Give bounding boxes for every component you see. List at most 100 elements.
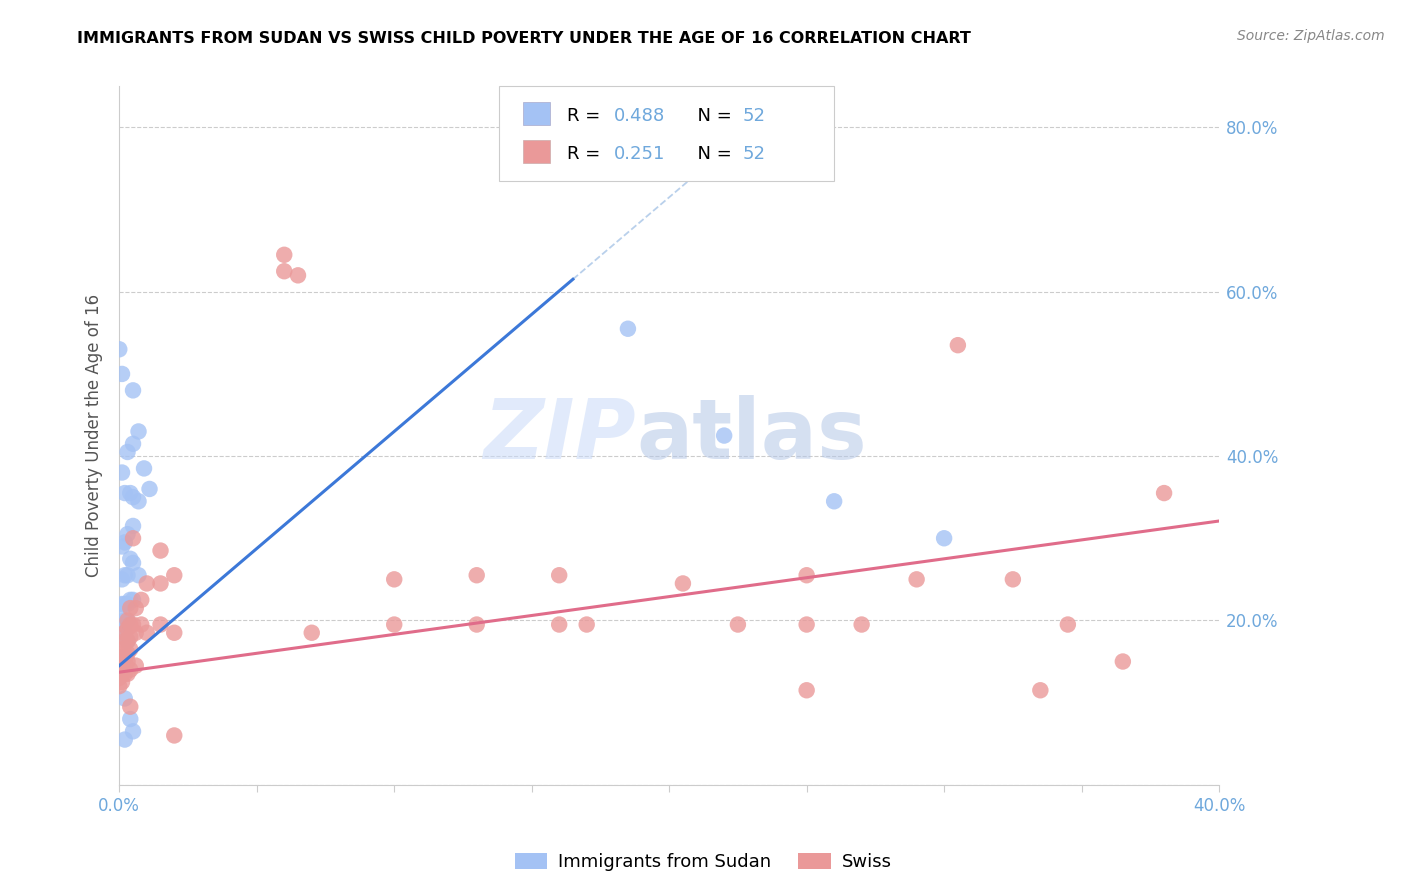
Point xyxy=(117,614,139,628)
Point xyxy=(1001,572,1024,586)
Point xyxy=(122,490,145,504)
Point xyxy=(114,732,136,747)
Text: 0.251: 0.251 xyxy=(614,145,665,162)
Point xyxy=(120,486,142,500)
Point xyxy=(111,663,134,677)
Point xyxy=(149,543,172,558)
Point xyxy=(382,617,405,632)
Point xyxy=(796,568,818,582)
Point xyxy=(727,617,749,632)
Point xyxy=(129,617,152,632)
Point xyxy=(114,568,136,582)
Text: 0.488: 0.488 xyxy=(614,107,665,125)
Point xyxy=(132,461,155,475)
Point xyxy=(1112,655,1135,669)
Point xyxy=(851,617,873,632)
Point xyxy=(932,531,955,545)
Point xyxy=(548,617,571,632)
Point xyxy=(120,630,142,644)
Point xyxy=(117,634,139,648)
Point xyxy=(1029,683,1052,698)
Point xyxy=(138,482,160,496)
Point xyxy=(114,486,136,500)
Point xyxy=(125,625,148,640)
Text: IMMIGRANTS FROM SUDAN VS SWISS CHILD POVERTY UNDER THE AGE OF 16 CORRELATION CHA: IMMIGRANTS FROM SUDAN VS SWISS CHILD POV… xyxy=(77,31,972,46)
Point xyxy=(114,691,136,706)
Point xyxy=(1056,617,1078,632)
Y-axis label: Child Poverty Under the Age of 16: Child Poverty Under the Age of 16 xyxy=(86,294,103,577)
Text: 52: 52 xyxy=(742,145,766,162)
Point xyxy=(149,617,172,632)
Point xyxy=(111,655,134,669)
Point xyxy=(117,666,139,681)
Point xyxy=(122,617,145,632)
Point xyxy=(111,658,134,673)
Point xyxy=(111,597,134,611)
Point xyxy=(465,568,488,582)
Point xyxy=(301,625,323,640)
Point xyxy=(122,593,145,607)
Point xyxy=(796,617,818,632)
Point xyxy=(273,264,295,278)
Point xyxy=(135,576,157,591)
Point xyxy=(122,384,145,398)
Point xyxy=(125,658,148,673)
Point xyxy=(114,535,136,549)
Text: 52: 52 xyxy=(742,107,766,125)
FancyBboxPatch shape xyxy=(499,87,834,181)
FancyBboxPatch shape xyxy=(523,140,550,162)
Point xyxy=(111,617,134,632)
Point xyxy=(465,617,488,632)
Point xyxy=(120,663,142,677)
Point xyxy=(108,671,131,685)
Point xyxy=(128,568,150,582)
Point xyxy=(163,625,186,640)
Point xyxy=(122,556,145,570)
Text: ZIP: ZIP xyxy=(484,395,636,476)
Point xyxy=(108,658,131,673)
Point xyxy=(114,614,136,628)
Point xyxy=(108,343,131,357)
Legend: Immigrants from Sudan, Swiss: Immigrants from Sudan, Swiss xyxy=(508,846,898,879)
Point xyxy=(135,625,157,640)
Point xyxy=(120,551,142,566)
Point xyxy=(122,437,145,451)
Point xyxy=(905,572,928,586)
FancyBboxPatch shape xyxy=(523,103,550,125)
Point xyxy=(114,650,136,665)
Text: R =: R = xyxy=(567,107,606,125)
Point xyxy=(114,646,136,660)
Point xyxy=(117,634,139,648)
Text: atlas: atlas xyxy=(636,395,868,476)
Point xyxy=(114,634,136,648)
Point xyxy=(117,655,139,669)
Point xyxy=(117,597,139,611)
Point xyxy=(548,568,571,582)
Point xyxy=(117,622,139,636)
Text: N =: N = xyxy=(686,107,737,125)
Point xyxy=(117,445,139,459)
Point xyxy=(382,572,405,586)
Point xyxy=(117,614,139,628)
Point xyxy=(111,367,134,381)
Point xyxy=(114,655,136,669)
Point xyxy=(946,338,969,352)
Point xyxy=(823,494,845,508)
Point xyxy=(617,322,640,336)
Point xyxy=(520,161,543,176)
Point xyxy=(120,712,142,726)
Point xyxy=(273,248,295,262)
Text: R =: R = xyxy=(567,145,606,162)
Point xyxy=(287,268,309,283)
Point xyxy=(120,617,142,632)
Point xyxy=(128,494,150,508)
Point xyxy=(111,675,134,690)
Point xyxy=(117,646,139,660)
Point xyxy=(111,572,134,586)
Point xyxy=(111,642,134,657)
Point xyxy=(1153,486,1175,500)
Point xyxy=(117,527,139,541)
Point xyxy=(108,609,131,624)
Point xyxy=(108,679,131,693)
Point xyxy=(111,540,134,554)
